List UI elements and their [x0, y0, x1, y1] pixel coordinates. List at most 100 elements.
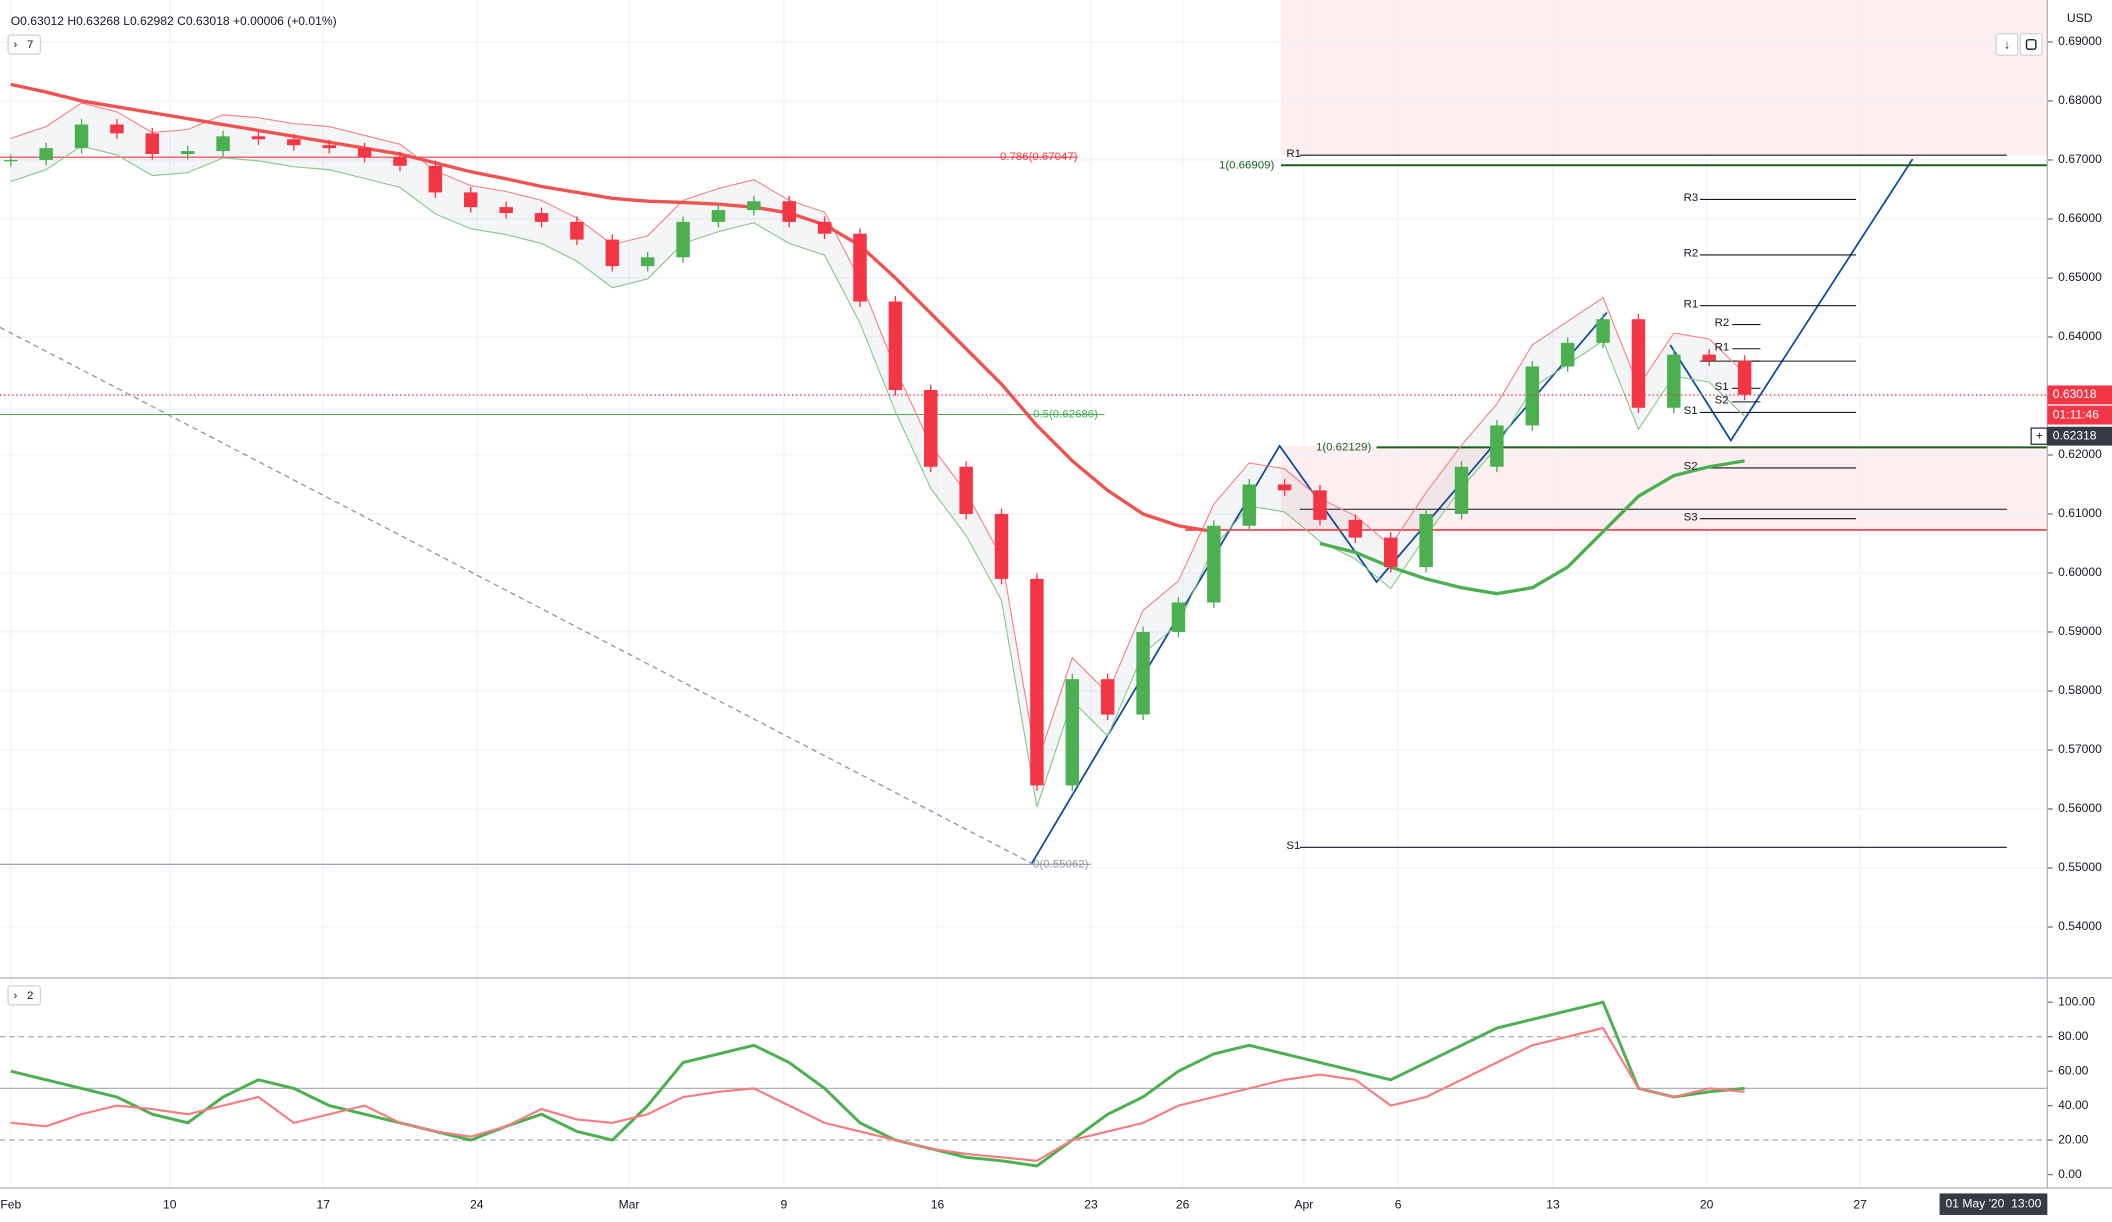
y-tick-label: 0.65000: [2058, 270, 2102, 284]
y-tick-label: 0.55000: [2058, 860, 2102, 874]
indicator-count: 7: [27, 39, 33, 51]
cursor-time-tag: [1939, 1193, 2048, 1215]
y-tick-label: 0.69000: [2058, 34, 2102, 48]
candle: [1631, 319, 1646, 408]
candle: [1171, 602, 1186, 632]
candle: [287, 139, 301, 146]
crosshair-button: [2030, 427, 2049, 445]
ohlc-header: O0.63012 H0.63268 L0.62982 C0.63018 +0.0…: [11, 14, 337, 28]
candle: [145, 133, 160, 155]
pivot-label: S2: [1684, 461, 1698, 473]
candle: [1242, 484, 1256, 526]
candle: [4, 159, 18, 162]
countdown-tag: [2047, 405, 2112, 425]
date-label: 23: [1084, 1198, 1098, 1212]
candle: [570, 221, 584, 240]
fullscreen-button[interactable]: [2019, 33, 2043, 56]
y-tick-label: 0.62000: [2058, 447, 2102, 461]
date-label: 6: [1395, 1198, 1402, 1212]
y-tick-label: 0.67000: [2058, 152, 2102, 166]
y-tick-label: 0.61000: [2058, 506, 2102, 520]
fib-label: 0(0.55062): [1033, 858, 1089, 870]
candle: [817, 221, 832, 234]
pivot-label: S2: [1715, 395, 1729, 407]
fullscreen-icon: [2025, 39, 2037, 50]
candle: [1419, 513, 1433, 568]
candle: [888, 301, 903, 391]
candle: [322, 145, 336, 149]
candle: [1667, 354, 1681, 408]
date-label: 24: [470, 1198, 484, 1212]
candle: [1525, 366, 1540, 426]
y-tick-label: 0.00: [2058, 1167, 2082, 1181]
candle: [959, 466, 973, 514]
candle: [1454, 466, 1469, 514]
date-label: 27: [1853, 1198, 1867, 1212]
y-tick-label: 80.00: [2058, 1029, 2089, 1043]
y-tick-label: 20.00: [2058, 1132, 2089, 1146]
crosshair-icon: +: [2036, 428, 2043, 442]
candle: [216, 136, 230, 152]
candle: [1348, 519, 1363, 538]
date-label: Apr: [1294, 1198, 1313, 1212]
candle: [357, 148, 372, 157]
date-label: Mar: [619, 1198, 640, 1212]
price-tag: [2047, 385, 2112, 405]
pivot-label: S1: [1684, 405, 1698, 417]
candle: [1560, 342, 1575, 367]
candle: [1596, 319, 1610, 343]
candle: [1277, 484, 1292, 491]
candle: [1737, 360, 1752, 395]
cursor-price-tag: [2047, 426, 2112, 446]
y-tick-label: 60.00: [2058, 1063, 2089, 1077]
y-tick-label: 0.68000: [2058, 93, 2102, 107]
indicators-toggle[interactable]: [7, 34, 42, 55]
oscillator-line: [10, 1026, 1745, 1162]
pivot-label: R1: [1286, 148, 1301, 160]
candle: [711, 210, 726, 222]
candle: [74, 124, 89, 149]
y-tick-label: 0.59000: [2058, 624, 2102, 638]
pivot-label: R2: [1715, 317, 1730, 329]
date-label: 26: [1176, 1198, 1190, 1212]
price-tag-label: 0.63018: [2053, 387, 2097, 401]
y-tick-label: 0.56000: [2058, 801, 2102, 815]
fib-label: 0.786(0.67047): [1000, 151, 1078, 163]
oscillator-line: [10, 1000, 1745, 1168]
candle: [994, 513, 1009, 579]
y-tick-label: 0.54000: [2058, 919, 2102, 933]
candle: [1207, 525, 1221, 603]
candle: [924, 390, 938, 467]
trend-line: [0, 326, 1033, 865]
candle: [1490, 425, 1504, 467]
pivot-label: R3: [1684, 192, 1699, 204]
pivot-label: R1: [1684, 298, 1699, 310]
candle: [534, 213, 549, 222]
candle: [676, 221, 690, 258]
candle: [1136, 631, 1150, 715]
candle: [1100, 679, 1115, 715]
cursor-price-label: 0.62318: [2053, 428, 2097, 442]
y-tick-label: 0.66000: [2058, 211, 2102, 225]
y-tick-label: 0.58000: [2058, 683, 2102, 697]
date-label: 20: [1700, 1198, 1714, 1212]
zone: [1280, 446, 2048, 530]
date-label: 10: [163, 1198, 177, 1212]
oscillator-toggle[interactable]: [7, 985, 42, 1006]
candle: [853, 233, 867, 302]
scroll-button[interactable]: [1995, 33, 2019, 56]
plot-layer: [0, 82, 2048, 1168]
scroll-icon: ↓: [2004, 37, 2010, 51]
oscillator-count: 2: [27, 990, 33, 1002]
y-tick-label: 100.00: [2058, 994, 2095, 1008]
candle: [1702, 354, 1716, 361]
date-label: 17: [317, 1198, 331, 1212]
toggle-arrow: ›: [13, 39, 17, 51]
candle: [782, 201, 796, 222]
toggle-arrow: ›: [13, 990, 17, 1002]
pivot-label: R2: [1684, 248, 1699, 260]
pivot-label: S3: [1684, 511, 1698, 523]
